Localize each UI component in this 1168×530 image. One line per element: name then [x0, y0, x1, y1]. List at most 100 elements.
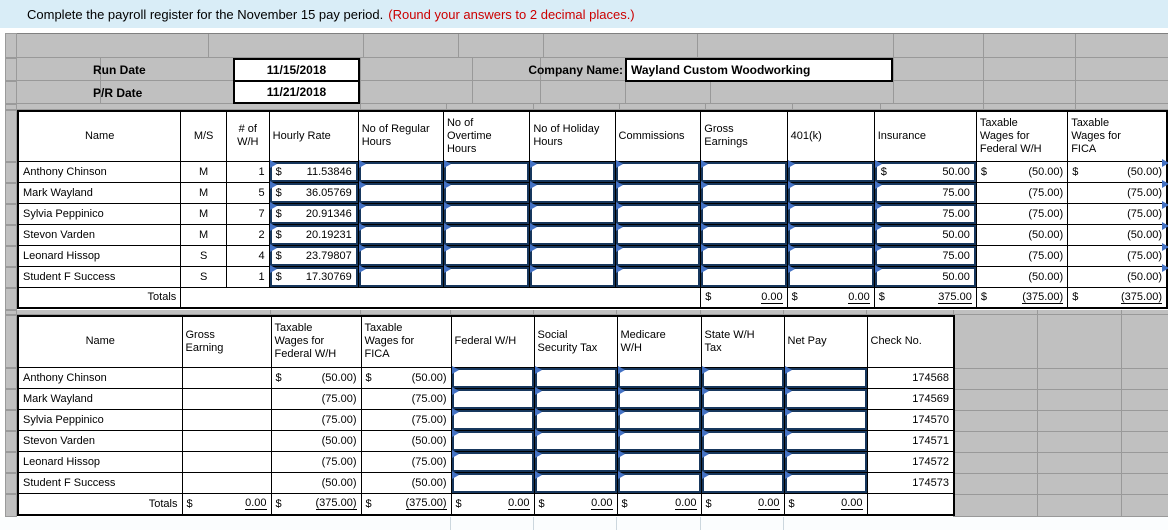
- t1-gross-earnings-input[interactable]: [700, 264, 788, 288]
- t1-overtime-hours-input[interactable]: [442, 243, 531, 267]
- t2-federal-wh-input[interactable]: [450, 407, 535, 431]
- t1-overtime-hours-input[interactable]: [442, 201, 531, 225]
- t1-insurance-input[interactable]: 50.00: [873, 264, 977, 288]
- t1-regular-hours-input[interactable]: [357, 222, 444, 246]
- t2-state-wh-input[interactable]: [700, 407, 785, 431]
- t1-gross-earnings-input[interactable]: [700, 159, 788, 183]
- total-value: 0.00: [508, 497, 530, 511]
- t1-holiday-hours-input[interactable]: [529, 264, 616, 288]
- t2-net-pay-input[interactable]: [783, 386, 868, 410]
- t2-medicare-input[interactable]: [616, 365, 702, 389]
- comment-flag-icon: [874, 222, 882, 231]
- t2-social-security-input[interactable]: [533, 407, 618, 431]
- grid-line: [360, 58, 361, 80]
- t1-insurance-input[interactable]: 75.00: [873, 180, 977, 204]
- t1-401k-input[interactable]: [786, 180, 875, 204]
- t2-net-pay-input[interactable]: [783, 407, 868, 431]
- t1-overtime-hours-input[interactable]: [442, 180, 531, 204]
- t1-insurance-input[interactable]: 75.00: [873, 201, 977, 225]
- t1-gross-earnings-input[interactable]: [700, 222, 788, 246]
- t1-holiday-hours-input[interactable]: [529, 243, 616, 267]
- t1-overtime-hours-input[interactable]: [442, 264, 531, 288]
- t1-hourly-rate-input[interactable]: $17.30769: [268, 264, 359, 288]
- t2-net-pay-input[interactable]: [783, 470, 868, 494]
- grid-line: [1121, 315, 1122, 516]
- hourly-rate-value: 20.19231: [305, 228, 352, 241]
- t1-401k-input[interactable]: [786, 264, 875, 288]
- comment-flag-icon: [530, 180, 538, 189]
- grid-line: [458, 34, 459, 57]
- t1-hourly-rate-input[interactable]: $23.79807: [268, 243, 359, 267]
- comment-flag-icon: [534, 470, 542, 479]
- t2-net-pay-input[interactable]: [783, 449, 868, 473]
- t2-state-wh-input[interactable]: [700, 365, 785, 389]
- t1-401k-input[interactable]: [786, 201, 875, 225]
- t1-commissions-input[interactable]: [614, 264, 702, 288]
- t2-state-wh-input[interactable]: [700, 449, 785, 473]
- t1-regular-hours-input[interactable]: [357, 201, 444, 225]
- t1-hourly-rate-input[interactable]: $11.53846: [268, 159, 359, 183]
- t2-medicare-input[interactable]: [616, 449, 702, 473]
- wh-allowances: 1: [225, 160, 270, 183]
- t2-social-security-input[interactable]: [533, 386, 618, 410]
- t1-insurance-input[interactable]: $50.00: [873, 159, 977, 183]
- t1-totals-label: Totals: [17, 286, 182, 309]
- currency-symbol: $: [791, 291, 798, 304]
- comment-flag-icon: [784, 407, 792, 416]
- comment-flag-icon: [534, 365, 542, 374]
- t2-medicare-input[interactable]: [616, 428, 702, 452]
- t1-gross-earnings-input[interactable]: [700, 180, 788, 204]
- grid-line: [533, 517, 534, 530]
- t1-regular-hours-input[interactable]: [357, 264, 444, 288]
- t1-commissions-input[interactable]: [614, 243, 702, 267]
- t1-hourly-rate-input[interactable]: $20.19231: [268, 222, 359, 246]
- t2-social-security-input[interactable]: [533, 428, 618, 452]
- t2-social-security-input[interactable]: [533, 470, 618, 494]
- t2-federal-wh-input[interactable]: [450, 428, 535, 452]
- t2-federal-wh-input[interactable]: [450, 449, 535, 473]
- t2-social-security-input[interactable]: [533, 449, 618, 473]
- t2-medicare-input[interactable]: [616, 386, 702, 410]
- t1-401k-input[interactable]: [786, 159, 875, 183]
- t2-social-security-input[interactable]: [533, 365, 618, 389]
- t1-holiday-hours-input[interactable]: [529, 180, 616, 204]
- grid-line: [360, 104, 361, 109]
- t2-federal-wh-input[interactable]: [450, 386, 535, 410]
- t1-commissions-input[interactable]: [614, 201, 702, 225]
- comment-flag-icon: [269, 264, 277, 273]
- t2-state-wh-input[interactable]: [700, 428, 785, 452]
- grid-line: [983, 104, 984, 109]
- t1-commissions-input[interactable]: [614, 180, 702, 204]
- t2-state-wh-input[interactable]: [700, 470, 785, 494]
- t1-overtime-hours-input[interactable]: [442, 159, 531, 183]
- t1-insurance-input[interactable]: 50.00: [873, 222, 977, 246]
- t1-regular-hours-input[interactable]: [357, 159, 444, 183]
- table-row: Stevon Varden (50.00) (50.00) 174571: [17, 428, 955, 452]
- t1-401k-input[interactable]: [786, 243, 875, 267]
- t1-regular-hours-input[interactable]: [357, 243, 444, 267]
- t1-401k-input[interactable]: [786, 222, 875, 246]
- t1-regular-hours-input[interactable]: [357, 180, 444, 204]
- t1-insurance-input[interactable]: 75.00: [873, 243, 977, 267]
- t1-hourly-rate-input[interactable]: $20.91346: [268, 201, 359, 225]
- total-value: 0.00: [591, 497, 613, 511]
- t1-gross-earnings-input[interactable]: [700, 243, 788, 267]
- t2-federal-wh-input[interactable]: [450, 365, 535, 389]
- t2-header-social-security: Social Security Tax: [533, 315, 618, 368]
- taxable-federal-cell: (75.00): [270, 408, 362, 431]
- insurance-value: 50.00: [942, 165, 970, 178]
- t1-holiday-hours-input[interactable]: [529, 201, 616, 225]
- t1-hourly-rate-input[interactable]: $36.05769: [268, 180, 359, 204]
- t2-state-wh-input[interactable]: [700, 386, 785, 410]
- t2-net-pay-input[interactable]: [783, 428, 868, 452]
- t1-holiday-hours-input[interactable]: [529, 159, 616, 183]
- t2-federal-wh-input[interactable]: [450, 470, 535, 494]
- t1-holiday-hours-input[interactable]: [529, 222, 616, 246]
- t2-medicare-input[interactable]: [616, 407, 702, 431]
- t2-net-pay-input[interactable]: [783, 365, 868, 389]
- t1-commissions-input[interactable]: [614, 222, 702, 246]
- t1-overtime-hours-input[interactable]: [442, 222, 531, 246]
- t1-commissions-input[interactable]: [614, 159, 702, 183]
- t2-medicare-input[interactable]: [616, 470, 702, 494]
- t1-gross-earnings-input[interactable]: [700, 201, 788, 225]
